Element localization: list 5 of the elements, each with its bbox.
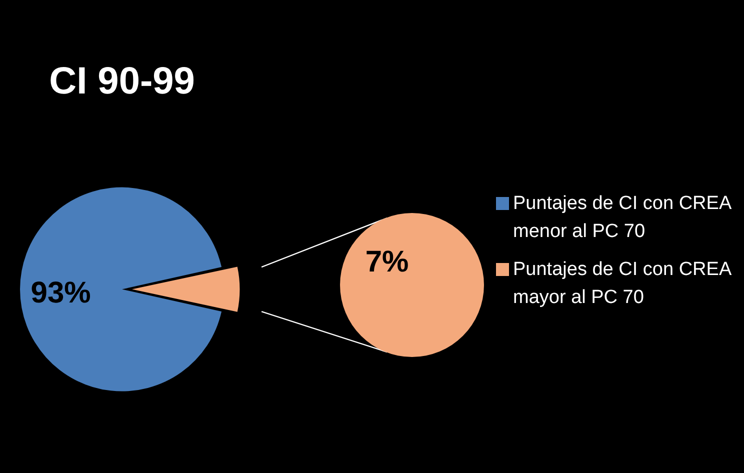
chart-title: CI 90-99 (49, 60, 195, 102)
data-label: 93% (30, 276, 91, 310)
legend-label: Puntajes de CI con CREA menor al PC 70 (513, 192, 732, 244)
data-label: 7% (365, 245, 409, 278)
legend-label: Puntajes de CI con CREA mayor al PC 70 (513, 258, 732, 310)
